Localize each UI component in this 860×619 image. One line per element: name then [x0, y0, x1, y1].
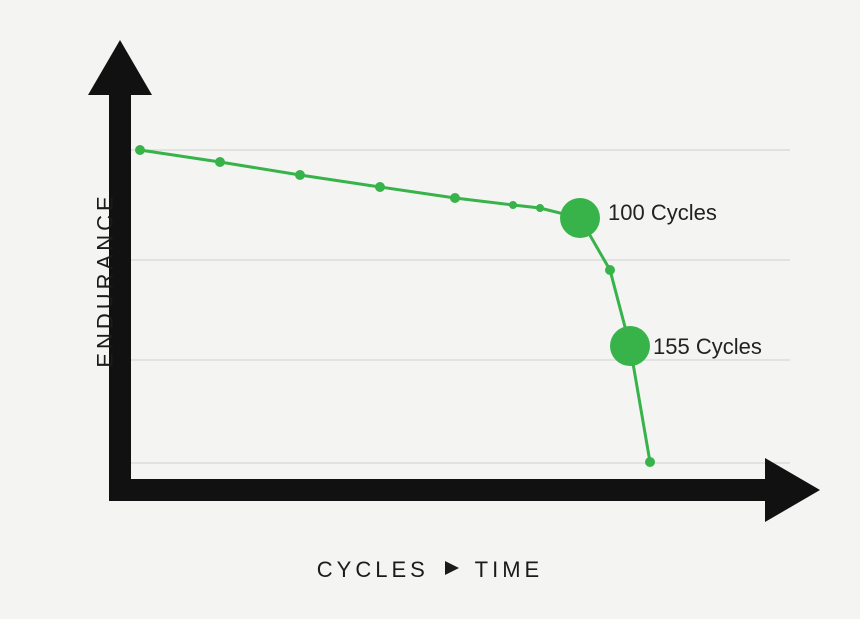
annotation-100-cycles: 100 Cycles [608, 200, 717, 226]
x-axis-label-right: TIME [475, 557, 544, 582]
x-axis-label: CYCLES TIME [0, 557, 860, 583]
x-axis-label-left: CYCLES [317, 557, 429, 582]
endurance-chart: ENDURANCE CYCLES TIME 100 Cycles 155 Cyc… [0, 0, 860, 619]
chart-svg [0, 0, 860, 619]
annotation-155-cycles: 155 Cycles [653, 334, 762, 360]
y-axis-label: ENDURANCE [93, 192, 119, 367]
triangle-right-icon [445, 561, 459, 575]
